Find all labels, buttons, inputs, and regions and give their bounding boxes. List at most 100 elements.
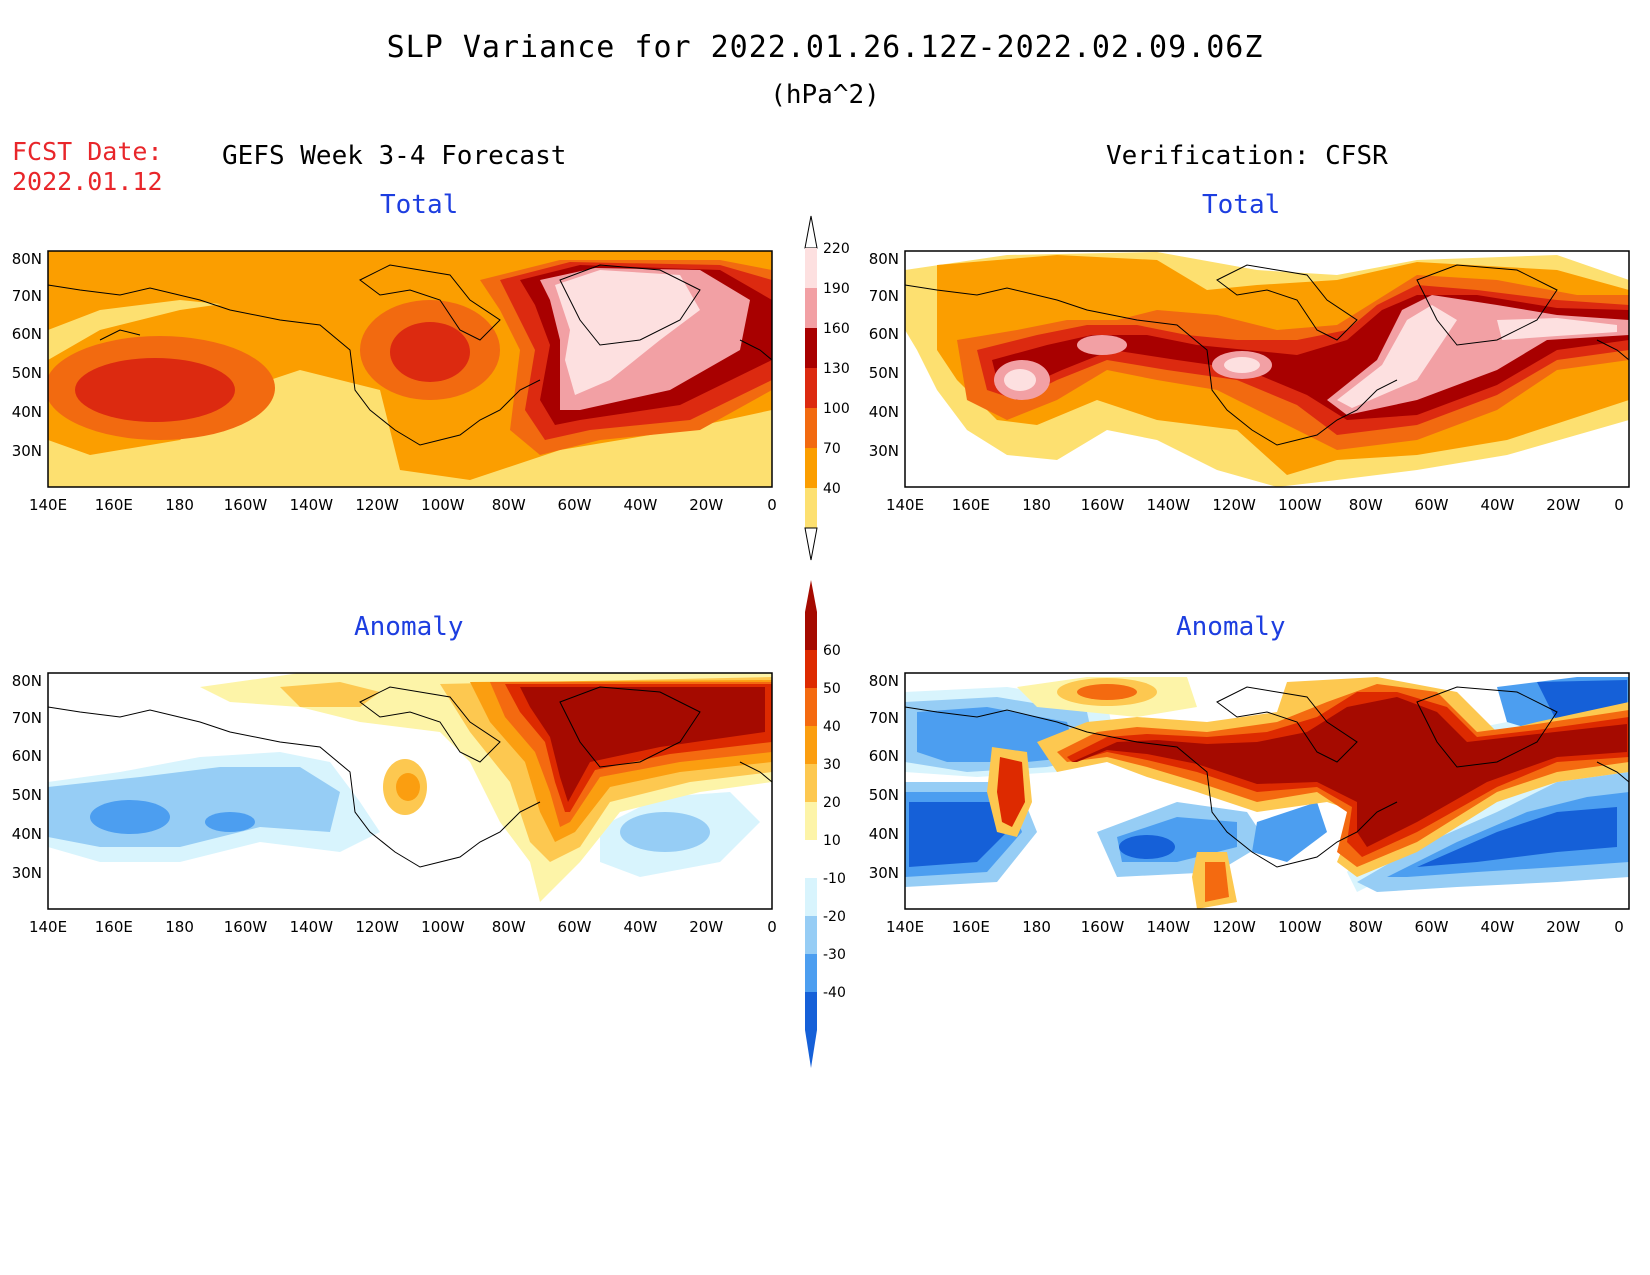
colorbar-label: -40: [823, 985, 846, 1001]
lat-label: 60N: [869, 325, 899, 343]
total-colorbar: 220 190 160 130 100 70 40: [804, 215, 850, 561]
fcst-date-label: FCST Date:: [12, 137, 163, 166]
colorbar-label: 220: [823, 241, 850, 257]
lon-label: 140E: [886, 918, 924, 936]
colorbar-swatch: [805, 368, 817, 408]
colorbar-top-extension: [805, 580, 817, 612]
lon-label: 160W: [224, 918, 268, 936]
colorbar-swatch: [805, 954, 817, 992]
verification-anomaly-map: 80N 70N 60N 50N 40N 30N 140E 160E 180 16…: [869, 672, 1630, 936]
colorbar-label: 20: [823, 795, 841, 811]
fcst-date-value: 2022.01.12: [12, 167, 163, 196]
lat-label: 80N: [12, 250, 42, 268]
lon-label: 40W: [1480, 918, 1514, 936]
lon-label: 0: [767, 918, 777, 936]
lon-label: 180: [1022, 496, 1051, 514]
lon-label: 140W: [1147, 918, 1191, 936]
lon-label: 140E: [29, 496, 67, 514]
colorbar-top-extension: [804, 215, 818, 249]
lat-label: 50N: [12, 786, 42, 804]
colorbar-label: 10: [823, 833, 841, 849]
lat-label: 50N: [869, 786, 899, 804]
verification-total-title: Total: [1202, 190, 1281, 220]
lat-label: 60N: [869, 747, 899, 765]
lon-label: 80W: [1349, 496, 1383, 514]
lat-label: 70N: [12, 287, 42, 305]
lat-label: 40N: [12, 825, 42, 843]
colorbar-label: 40: [823, 719, 841, 735]
colorbar-swatch: [805, 802, 817, 840]
lon-label: 20W: [1546, 496, 1580, 514]
colorbar-label: 70: [823, 441, 841, 457]
colorbar-label: 100: [823, 401, 850, 417]
colorbar-swatch: [805, 992, 817, 1030]
colorbar-swatch: [805, 878, 817, 916]
colorbar-label: -30: [823, 947, 846, 963]
lat-label: 50N: [12, 364, 42, 382]
lat-label: 50N: [869, 364, 899, 382]
lon-label: 160E: [952, 496, 990, 514]
page-title: SLP Variance for 2022.01.26.12Z-2022.02.…: [386, 30, 1264, 65]
colorbar-label: 30: [823, 757, 841, 773]
colorbar-label: 160: [823, 321, 850, 337]
lon-label: 120W: [355, 496, 399, 514]
lon-label: 140W: [290, 918, 334, 936]
forecast-total-map: 80N 70N 60N 50N 40N 30N 140E 160E 180 16…: [12, 250, 777, 514]
lon-label: 60W: [558, 918, 592, 936]
lat-label: 30N: [869, 442, 899, 460]
forecast-heading: GEFS Week 3-4 Forecast: [222, 141, 567, 171]
colorbar-swatch: [805, 488, 817, 528]
colorbar-swatch: [805, 408, 817, 448]
lat-label: 60N: [12, 325, 42, 343]
colorbar-swatch: [805, 612, 817, 650]
lon-label: 140E: [886, 496, 924, 514]
colorbar-swatch: [805, 840, 817, 878]
colorbar-label: 50: [823, 681, 841, 697]
lon-label: 100W: [421, 918, 465, 936]
lon-label: 160W: [1081, 496, 1125, 514]
colorbar-bottom-extension: [805, 1030, 817, 1068]
verification-heading: Verification: CFSR: [1106, 141, 1388, 171]
colorbar-swatch: [805, 448, 817, 488]
lon-label: 120W: [1212, 496, 1256, 514]
colorbar-swatch: [805, 288, 817, 328]
colorbar-swatch: [805, 688, 817, 726]
lon-label: 140W: [290, 496, 334, 514]
lon-label: 180: [1022, 918, 1051, 936]
lat-label: 30N: [12, 442, 42, 460]
lon-label: 120W: [1212, 918, 1256, 936]
lon-label: 60W: [558, 496, 592, 514]
colorbar-label: 190: [823, 281, 850, 297]
lon-label: 40W: [1480, 496, 1514, 514]
lon-label: 160W: [224, 496, 268, 514]
lat-label: 30N: [12, 864, 42, 882]
lon-label: 20W: [689, 496, 723, 514]
lat-label: 40N: [869, 825, 899, 843]
colorbar-label: -20: [823, 909, 846, 925]
colorbar-label: -10: [823, 871, 846, 887]
lon-label: 140E: [29, 918, 67, 936]
lon-label: 100W: [1278, 918, 1322, 936]
units-label: (hPa^2): [770, 80, 880, 110]
lon-label: 180: [165, 496, 194, 514]
forecast-anomaly-title: Anomaly: [354, 612, 464, 642]
lon-label: 120W: [355, 918, 399, 936]
lat-label: 40N: [869, 403, 899, 421]
verification-total-map: 80N 70N 60N 50N 40N 30N 140E 160E 180 16…: [869, 250, 1630, 514]
lon-label: 100W: [1278, 496, 1322, 514]
lon-label: 80W: [1349, 918, 1383, 936]
lat-label: 40N: [12, 403, 42, 421]
lon-label: 160W: [1081, 918, 1125, 936]
colorbar-swatch: [805, 764, 817, 802]
lon-label: 80W: [492, 918, 526, 936]
lon-label: 60W: [1415, 496, 1449, 514]
forecast-total-title: Total: [380, 190, 459, 220]
lon-label: 80W: [492, 496, 526, 514]
verification-anomaly-title: Anomaly: [1176, 612, 1286, 642]
colorbar-swatch: [805, 726, 817, 764]
lat-label: 30N: [869, 864, 899, 882]
lon-label: 40W: [623, 918, 657, 936]
colorbar-swatch: [805, 248, 817, 288]
colorbar-label: 40: [823, 481, 841, 497]
lon-label: 20W: [1546, 918, 1580, 936]
